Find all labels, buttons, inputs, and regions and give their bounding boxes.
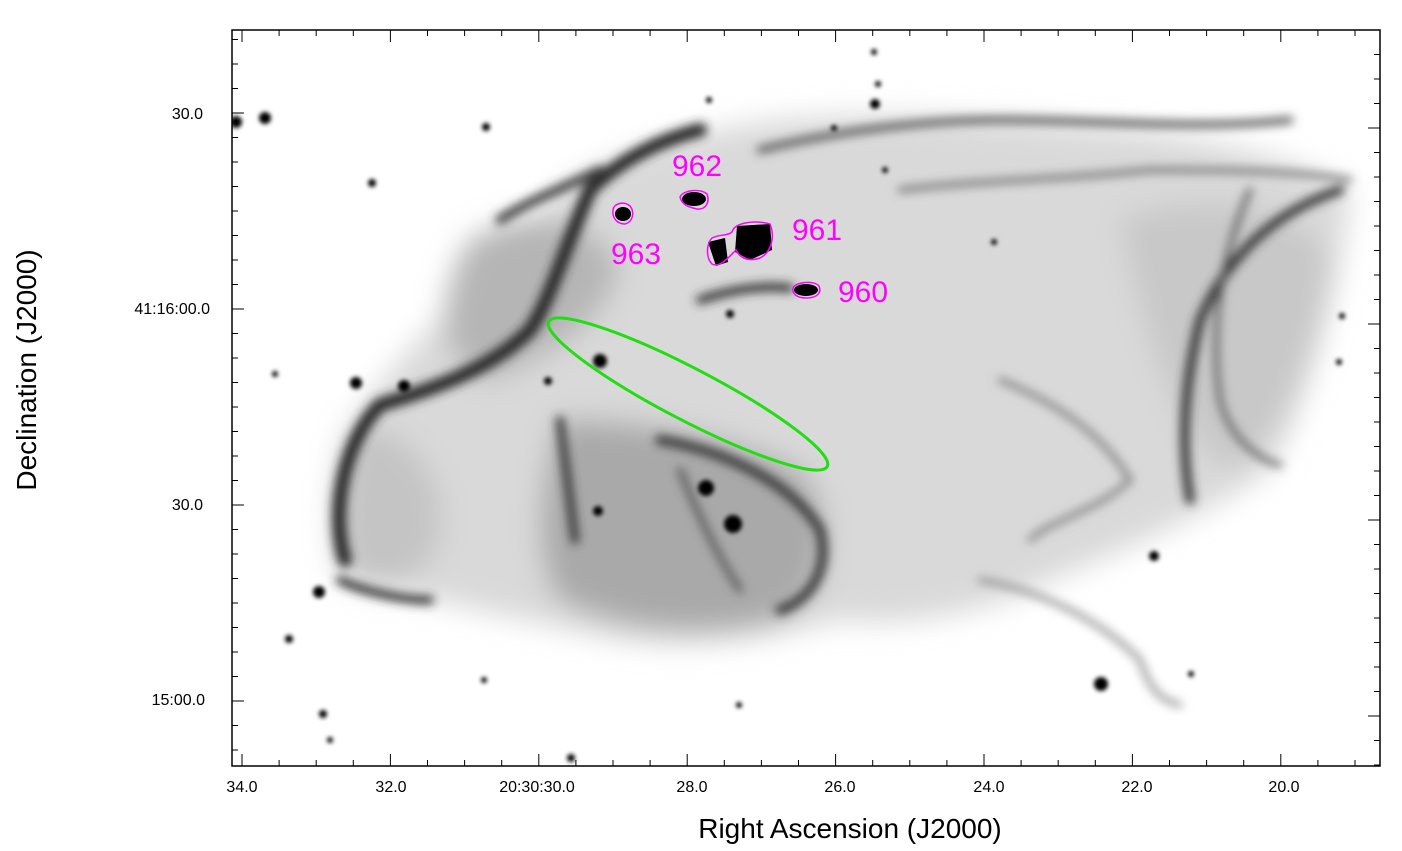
y-tick-label: 15:00.0 [152, 692, 205, 709]
y-tick-labels: 30.0 41:16:00.0 30.0 15:00.0 [134, 106, 210, 709]
x-tick-label: 34.0 [226, 779, 257, 796]
nebula-image [232, 49, 1353, 762]
source-labels: 962 961 963 960 [611, 150, 888, 309]
tick-marks [232, 30, 1380, 766]
x-tick-label: 26.0 [824, 779, 855, 796]
contour-961 [706, 221, 773, 266]
compact-sources [615, 192, 818, 296]
x-tick-label: 20:30:30.0 [499, 779, 575, 796]
contour-962 [679, 189, 709, 210]
contour-963 [612, 202, 634, 225]
source-label-961: 961 [792, 214, 842, 247]
x-tick-label: 32.0 [375, 779, 406, 796]
x-tick-label: 22.0 [1121, 779, 1152, 796]
y-axis-title: Declination (J2000) [11, 249, 42, 490]
y-tick-label: 30.0 [172, 106, 203, 123]
source-label-962: 962 [672, 150, 722, 183]
x-axis-title: Right Ascension (J2000) [698, 813, 1002, 844]
y-tick-label: 41:16:00.0 [134, 301, 210, 318]
source-label-963: 963 [611, 238, 661, 271]
x-tick-label: 20.0 [1268, 779, 1299, 796]
source-label-960: 960 [838, 276, 888, 309]
x-tick-label: 28.0 [676, 779, 707, 796]
x-tick-labels: 34.0 32.0 20:30:30.0 28.0 26.0 24.0 22.0… [226, 779, 1299, 796]
region-ellipse [546, 316, 830, 472]
stars [232, 49, 1345, 762]
x-tick-label: 24.0 [973, 779, 1004, 796]
y-tick-label: 30.0 [172, 497, 203, 514]
contour-960 [792, 281, 821, 299]
source-contours [612, 189, 821, 299]
nebula-filaments [332, 116, 1353, 708]
